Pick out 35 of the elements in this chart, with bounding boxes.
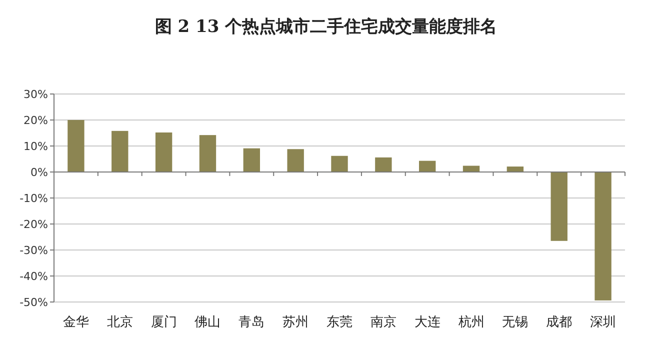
x-tick-label: 深圳	[590, 315, 616, 330]
bar	[199, 135, 216, 172]
x-tick-label: 佛山	[194, 315, 221, 330]
bar	[112, 130, 128, 172]
chart-title: 图 2 13 个热点城市二手住宅成交量能度排名	[154, 17, 498, 37]
bar	[243, 148, 260, 172]
bar	[419, 160, 436, 172]
y-tick-label: -50%	[20, 296, 48, 309]
y-tick-label: 20%	[24, 114, 48, 127]
bar	[331, 156, 348, 172]
x-tick-label: 成都	[546, 315, 572, 330]
y-tick-label: -40%	[20, 270, 48, 283]
x-tick-label: 南京	[370, 315, 396, 330]
bar	[68, 120, 84, 172]
y-tick-label: -20%	[20, 218, 48, 231]
bar	[550, 172, 568, 241]
bar	[506, 166, 524, 172]
bar	[375, 157, 392, 172]
x-tick-label: 东莞	[326, 315, 352, 330]
x-tick-label: 苏州	[282, 315, 309, 330]
y-tick-label: 30%	[24, 88, 48, 101]
x-tick-label: 北京	[106, 315, 133, 330]
bar	[594, 172, 612, 300]
x-tick-label: 青岛	[238, 315, 265, 330]
y-tick-label: -30%	[20, 244, 48, 257]
x-tick-label: 杭州	[457, 315, 484, 330]
x-tick-label: 厦门	[150, 314, 177, 330]
y-tick-label: -10%	[20, 192, 48, 205]
x-tick-label: 金华	[62, 315, 89, 330]
bar	[287, 149, 304, 172]
x-tick-label: 无锡	[502, 315, 528, 330]
x-tick-label: 大连	[414, 315, 440, 330]
bar	[155, 132, 172, 172]
y-tick-label: 0%	[30, 166, 48, 179]
y-tick-label: 10%	[24, 140, 48, 153]
